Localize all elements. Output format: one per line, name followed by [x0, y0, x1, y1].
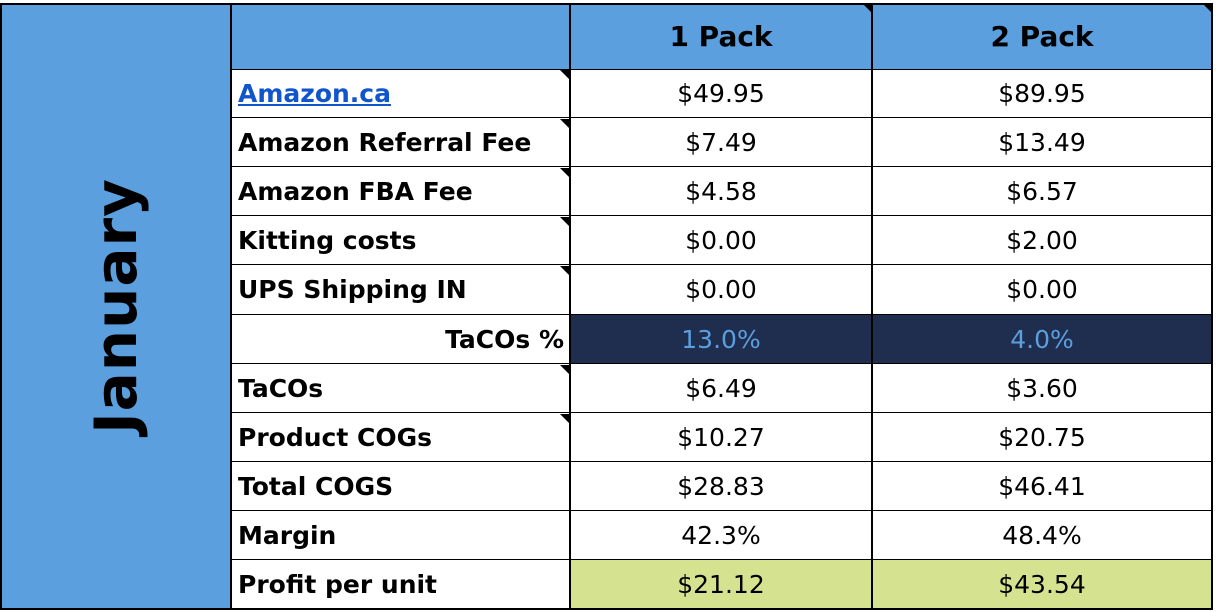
- value-cell-ups-shipping-in-1-pack[interactable]: $0.00: [570, 265, 872, 315]
- row-label-product-cogs[interactable]: Product COGs: [231, 412, 570, 462]
- grid-line: [0, 608, 1213, 611]
- comment-marker[interactable]: [560, 364, 569, 374]
- grid-line: [231, 166, 1213, 168]
- value-cell-tacos-2-pack[interactable]: $3.60: [872, 363, 1212, 413]
- row-label-kitting-costs[interactable]: Kitting costs: [231, 216, 570, 266]
- row-label-profit-per-unit[interactable]: Profit per unit: [231, 560, 570, 610]
- value-cell-total-cogs-1-pack[interactable]: $28.83: [570, 461, 872, 511]
- header-1-pack[interactable]: 1 Pack: [570, 3, 872, 69]
- row-label-tacos[interactable]: TaCOs: [231, 363, 570, 413]
- value-cell-amazon-ca-1-pack[interactable]: $49.95: [570, 69, 872, 119]
- comment-marker[interactable]: [560, 70, 569, 79]
- comment-marker[interactable]: [560, 413, 569, 423]
- value-cell-tacos-1-pack[interactable]: $6.49: [570, 363, 872, 413]
- row-label-margin[interactable]: Margin: [231, 510, 570, 560]
- value-cell-profit-per-unit-2-pack[interactable]: $43.54: [872, 560, 1212, 610]
- grid-line: [569, 3, 571, 610]
- month-cell[interactable]: January: [0, 3, 231, 610]
- month-label: January: [81, 178, 150, 434]
- value-cell-margin-1-pack[interactable]: 42.3%: [570, 510, 872, 560]
- grid-line: [231, 117, 1213, 119]
- grid-line: [230, 3, 232, 610]
- grid-line: [231, 264, 1213, 266]
- grid-line: [231, 460, 1213, 462]
- comment-marker[interactable]: [560, 266, 569, 276]
- value-cell-amazon-referral-fee-1-pack[interactable]: $7.49: [570, 118, 872, 168]
- value-cell-profit-per-unit-1-pack[interactable]: $21.12: [570, 560, 872, 610]
- grid-line: [1211, 3, 1213, 610]
- value-cell-tacos-2-pack[interactable]: 4.0%: [872, 314, 1212, 364]
- grid-line: [871, 3, 873, 610]
- row-label-tacos[interactable]: TaCOs %: [231, 314, 570, 364]
- comment-marker[interactable]: [560, 119, 569, 129]
- row-label-amazon-fba-fee[interactable]: Amazon FBA Fee: [231, 167, 570, 217]
- value-cell-product-cogs-2-pack[interactable]: $20.75: [872, 412, 1212, 462]
- grid-line: [231, 69, 1213, 70]
- value-cell-kitting-costs-2-pack[interactable]: $2.00: [872, 216, 1212, 266]
- comment-marker[interactable]: [863, 4, 872, 13]
- value-cell-amazon-fba-fee-2-pack[interactable]: $6.57: [872, 167, 1212, 217]
- grid-line: [231, 411, 1213, 413]
- comment-marker[interactable]: [560, 217, 569, 227]
- row-label-amazon-ca[interactable]: Amazon.ca: [231, 69, 570, 119]
- comment-marker[interactable]: [1203, 4, 1212, 13]
- comment-marker[interactable]: [560, 168, 569, 178]
- grid-line: [231, 215, 1213, 217]
- value-cell-total-cogs-2-pack[interactable]: $46.41: [872, 461, 1212, 511]
- value-cell-ups-shipping-in-2-pack[interactable]: $0.00: [872, 265, 1212, 315]
- grid-line: [231, 362, 1213, 364]
- value-cell-amazon-ca-2-pack[interactable]: $89.95: [872, 69, 1212, 119]
- value-cell-amazon-fba-fee-1-pack[interactable]: $4.58: [570, 167, 872, 217]
- header-2-pack[interactable]: 2 Pack: [872, 3, 1212, 69]
- grid-line: [231, 313, 1213, 315]
- value-cell-kitting-costs-1-pack[interactable]: $0.00: [570, 216, 872, 266]
- value-cell-product-cogs-1-pack[interactable]: $10.27: [570, 412, 872, 462]
- grid-line: [0, 3, 1213, 5]
- grid-line: [231, 559, 1213, 560]
- grid-line: [0, 3, 2, 610]
- row-label-total-cogs[interactable]: Total COGS: [231, 461, 570, 511]
- grid-line: [231, 509, 1213, 511]
- row-label-ups-shipping-in[interactable]: UPS Shipping IN: [231, 265, 570, 315]
- value-cell-margin-2-pack[interactable]: 48.4%: [872, 510, 1212, 560]
- value-cell-amazon-referral-fee-2-pack[interactable]: $13.49: [872, 118, 1212, 168]
- value-cell-tacos-1-pack[interactable]: 13.0%: [570, 314, 872, 364]
- row-label-amazon-referral-fee[interactable]: Amazon Referral Fee: [231, 118, 570, 168]
- header-blank-cell[interactable]: [231, 3, 570, 69]
